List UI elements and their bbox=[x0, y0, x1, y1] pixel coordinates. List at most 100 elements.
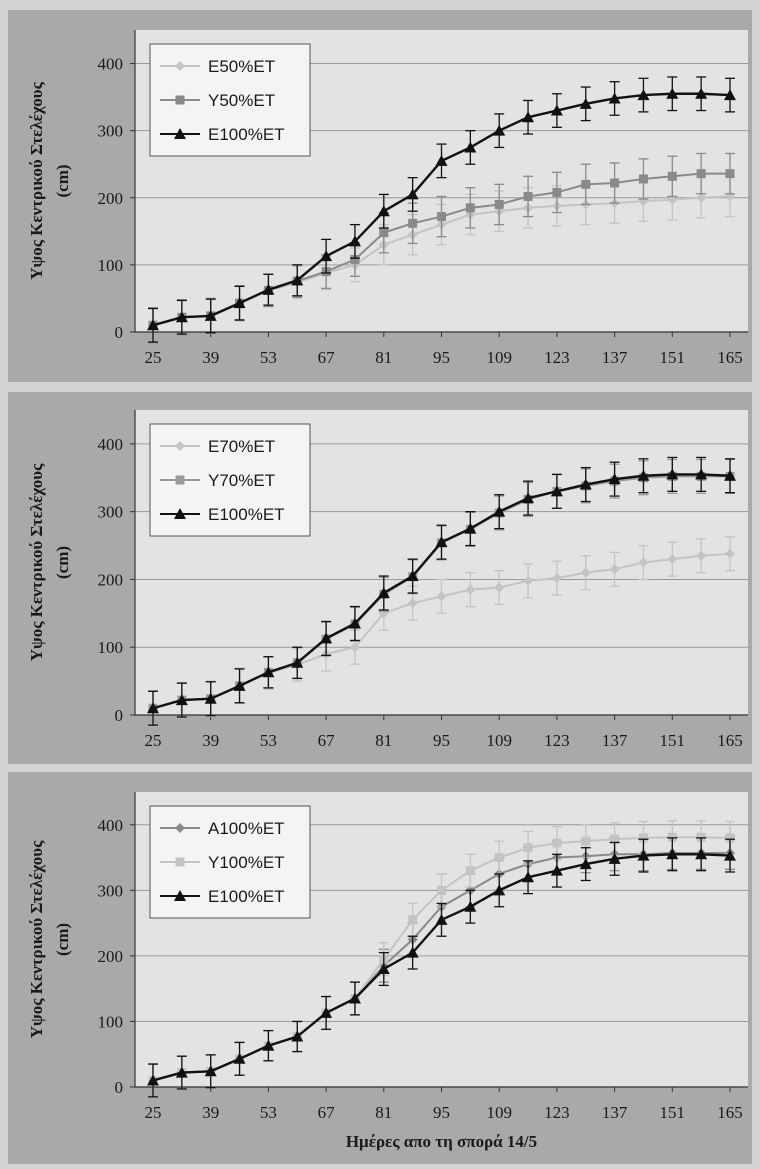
y-tick-label: 200 bbox=[98, 947, 124, 966]
data-point bbox=[581, 836, 591, 846]
data-point bbox=[262, 283, 275, 295]
legend-label: Y50%ET bbox=[208, 91, 275, 110]
x-tick-label: 81 bbox=[375, 1103, 392, 1122]
data-point bbox=[493, 505, 506, 517]
series-E100%ET bbox=[147, 76, 736, 343]
data-point bbox=[320, 1006, 333, 1018]
data-point bbox=[638, 557, 649, 568]
x-tick-label: 151 bbox=[660, 348, 686, 367]
data-point bbox=[550, 864, 563, 876]
legend-label: E70%ET bbox=[208, 437, 275, 456]
legend-label: E100%ET bbox=[208, 505, 285, 524]
x-tick-label: 39 bbox=[202, 348, 219, 367]
data-point bbox=[320, 632, 333, 644]
data-point bbox=[493, 884, 506, 896]
legend-label: A100%ET bbox=[208, 819, 285, 838]
data-point bbox=[522, 492, 535, 504]
x-tick-label: 53 bbox=[260, 1103, 277, 1122]
data-point bbox=[667, 171, 677, 181]
data-point bbox=[435, 913, 448, 925]
y-axis-label-line2: (cm) bbox=[53, 164, 72, 197]
data-point bbox=[579, 97, 592, 109]
data-point bbox=[608, 473, 621, 485]
x-tick-label: 25 bbox=[145, 731, 162, 750]
data-point bbox=[695, 468, 708, 480]
data-point bbox=[580, 567, 591, 578]
legend-label: E100%ET bbox=[208, 125, 285, 144]
x-tick-label: 53 bbox=[260, 731, 277, 750]
data-point bbox=[608, 92, 621, 104]
x-tick-label: 109 bbox=[486, 1103, 512, 1122]
y-tick-label: 0 bbox=[115, 1078, 124, 1097]
y-tick-label: 300 bbox=[98, 881, 124, 900]
x-tick-label: 39 bbox=[202, 731, 219, 750]
x-tick-label: 151 bbox=[660, 731, 686, 750]
data-point bbox=[437, 212, 446, 222]
data-point bbox=[638, 174, 648, 184]
data-point bbox=[350, 255, 360, 265]
legend-swatch-marker bbox=[175, 61, 185, 71]
data-point bbox=[464, 141, 477, 153]
data-point bbox=[204, 692, 217, 704]
data-point bbox=[377, 963, 390, 974]
data-point bbox=[377, 205, 390, 217]
chart-panel-2: 0 100 200 300 400 25 39 53 67 81 95 109 123 137 151 165… bbox=[8, 392, 752, 764]
x-tick-label: 165 bbox=[717, 1103, 743, 1122]
data-point bbox=[465, 203, 475, 213]
series-E100%ET bbox=[147, 837, 736, 1098]
x-tick-label: 25 bbox=[145, 348, 162, 367]
data-point bbox=[436, 591, 447, 602]
data-point bbox=[262, 666, 275, 678]
x-tick-label: 53 bbox=[260, 348, 277, 367]
data-point bbox=[667, 832, 677, 842]
data-point bbox=[407, 598, 418, 609]
data-point bbox=[523, 843, 533, 853]
data-point bbox=[610, 178, 620, 188]
x-tick-label: 67 bbox=[318, 1103, 336, 1122]
x-tick-label: 137 bbox=[602, 1103, 628, 1122]
x-tick-label: 67 bbox=[318, 731, 336, 750]
y-tick-label: 200 bbox=[98, 570, 124, 589]
data-point bbox=[695, 87, 708, 99]
data-point bbox=[262, 1039, 275, 1051]
data-point bbox=[291, 274, 304, 286]
data-point bbox=[379, 228, 389, 238]
data-point bbox=[724, 849, 736, 861]
data-point bbox=[579, 858, 592, 870]
data-point bbox=[696, 550, 707, 561]
legend-swatch-marker bbox=[175, 441, 185, 451]
data-point bbox=[175, 1066, 188, 1078]
legend-label: Y70%ET bbox=[208, 471, 275, 490]
x-tick-label: 137 bbox=[602, 348, 628, 367]
legend-label: E50%ET bbox=[208, 57, 275, 76]
data-point bbox=[523, 575, 534, 586]
y-tick-label: 0 bbox=[115, 323, 124, 342]
x-tick-label: 39 bbox=[202, 1103, 219, 1122]
x-tick-label: 123 bbox=[544, 731, 570, 750]
y-axis-label-line1: Υψος Κεντρικού Στελέχους bbox=[27, 81, 46, 279]
data-point bbox=[406, 946, 419, 958]
y-tick-label: 300 bbox=[98, 122, 124, 141]
legend-label: E100%ET bbox=[208, 887, 285, 906]
x-tick-label: 165 bbox=[717, 348, 743, 367]
data-point bbox=[552, 187, 562, 197]
data-point bbox=[696, 832, 706, 842]
y-axis-label: Υψος Κεντρικού Στελέχους (cm) bbox=[27, 463, 72, 661]
x-tick-label: 109 bbox=[486, 348, 512, 367]
data-point bbox=[666, 848, 679, 860]
data-point bbox=[610, 834, 620, 844]
series-E100%ET bbox=[147, 456, 736, 726]
data-point bbox=[551, 573, 562, 584]
legend: E50%ET Y50%ET E100%ET bbox=[149, 43, 311, 157]
x-tick-label: 95 bbox=[433, 348, 450, 367]
data-point bbox=[465, 866, 475, 876]
y-tick-label: 100 bbox=[98, 1012, 124, 1031]
data-point bbox=[147, 702, 159, 714]
data-point bbox=[233, 297, 246, 309]
y-axis-label: Υψος Κεντρικού Στελέχους (cm) bbox=[27, 840, 72, 1038]
y-tick-label: 0 bbox=[115, 706, 124, 725]
data-point bbox=[696, 192, 707, 203]
data-point bbox=[695, 848, 708, 860]
legend-swatch-marker bbox=[175, 857, 185, 867]
